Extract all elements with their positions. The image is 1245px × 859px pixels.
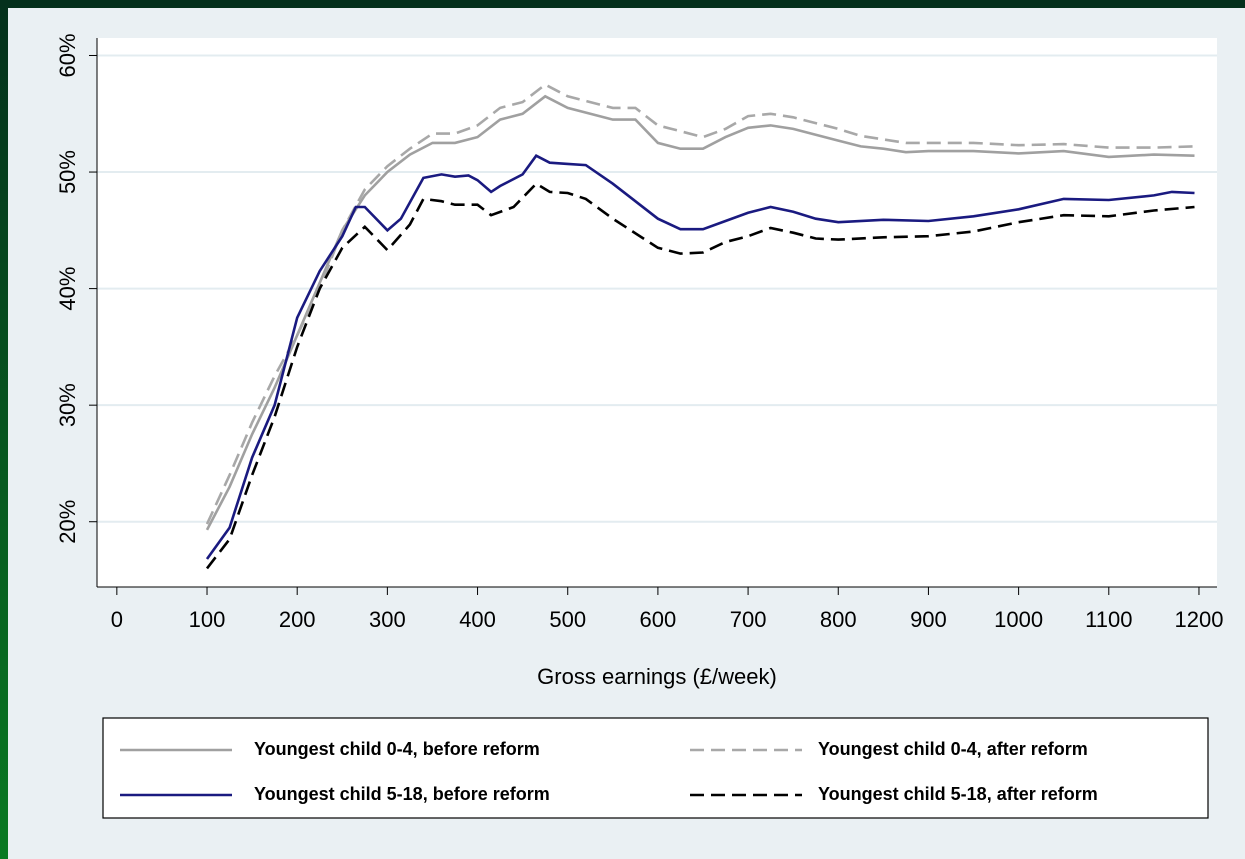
legend-label: Youngest child 5-18, before reform — [254, 784, 550, 804]
series-line — [205, 182, 1195, 570]
x-tick-label: 1000 — [994, 607, 1043, 632]
legend — [102, 717, 1209, 819]
y-tick-label: 50% — [55, 150, 80, 194]
x-tick-label: 900 — [910, 607, 947, 632]
legend-label: Youngest child 0-4, before reform — [254, 739, 540, 759]
x-tick-label: 600 — [640, 607, 677, 632]
y-tick-label: 30% — [55, 383, 80, 427]
x-tick-label: 1100 — [1085, 607, 1132, 632]
x-tick-label: 700 — [730, 607, 767, 632]
y-tick-label: 40% — [55, 267, 80, 311]
series-line — [205, 83, 1195, 525]
y-tick-label: 60% — [55, 33, 80, 77]
x-tick-label: 0 — [111, 607, 123, 632]
x-tick-label: 800 — [820, 607, 857, 632]
x-tick-label: 200 — [279, 607, 316, 632]
x-tick-label: 100 — [189, 607, 226, 632]
x-tick-label: 400 — [459, 607, 496, 632]
x-axis-label: Gross earnings (£/week) — [537, 664, 777, 689]
series-line — [205, 154, 1195, 560]
legend-label: Youngest child 0-4, after reform — [818, 739, 1088, 759]
y-tick-label: 20% — [55, 500, 80, 544]
x-tick-label: 1200 — [1174, 607, 1223, 632]
plot-area — [97, 38, 1217, 587]
x-tick-label: 300 — [369, 607, 406, 632]
x-tick-label: 500 — [549, 607, 586, 632]
legend-label: Youngest child 5-18, after reform — [818, 784, 1098, 804]
